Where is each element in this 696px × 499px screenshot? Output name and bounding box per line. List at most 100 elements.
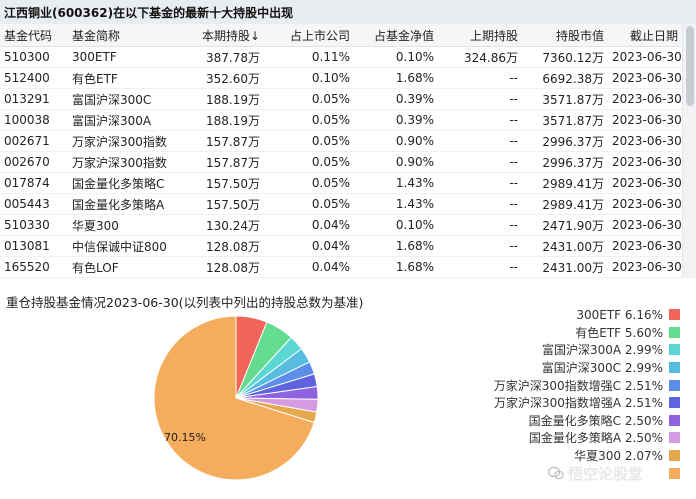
table-cell: 有色LOF <box>68 256 178 278</box>
table-cell: 512400 <box>0 67 68 89</box>
legend-label: 300ETF 6.16% <box>576 307 663 322</box>
table-cell: -- <box>438 256 522 278</box>
table-cell <box>354 277 438 278</box>
table-cell: 0.39% <box>354 109 438 131</box>
table-cell: 0.05% <box>264 130 354 152</box>
header-current-holding[interactable]: 本期持股↓ <box>178 24 264 47</box>
table-row[interactable]: 002670 万家沪深300指数 157.87万 0.05% 0.90% -- 2996.3… <box>0 151 682 173</box>
header-report-date[interactable]: 截止日期 <box>608 24 682 47</box>
table-cell: 0.11% <box>264 46 354 68</box>
table-cell: 0.10% <box>354 46 438 68</box>
table-cell: -- <box>438 130 522 152</box>
table-cell: 100038 <box>0 109 68 131</box>
table-cell <box>178 277 264 278</box>
table-cell: 富国沪深300C <box>68 88 178 110</box>
table-row[interactable]: 017874 国金量化多策略C 157.50万 0.05% 1.43% -- 2989.41… <box>0 172 682 194</box>
table-row[interactable] <box>0 277 682 278</box>
table-cell: -- <box>438 235 522 257</box>
table-cell: 万家沪深300指数 <box>68 130 178 152</box>
legend-item: 国金量化多策略A 2.50% <box>452 429 680 447</box>
table-cell: 188.19万 <box>178 109 264 131</box>
header-market-value[interactable]: 持股市值 <box>522 24 608 47</box>
legend-swatch <box>669 326 680 338</box>
legend-item: 有色ETF 5.60% <box>452 324 680 342</box>
legend-item: 国金量化多策略C 2.50% <box>452 412 680 430</box>
table-cell: 128.08万 <box>178 256 264 278</box>
table-cell: 2996.37万 <box>522 130 608 152</box>
pie-slice <box>153 315 315 481</box>
legend-label: 有色ETF 5.60% <box>575 325 663 340</box>
legend-swatch <box>669 450 680 462</box>
table-cell: 157.87万 <box>178 130 264 152</box>
table-row[interactable]: 510330 华夏300 130.24万 0.04% 0.10% -- 2471.90万 20… <box>0 214 682 236</box>
table-cell: 0.04% <box>264 214 354 236</box>
table-cell: 1.68% <box>354 235 438 257</box>
table-row[interactable]: 005443 国金量化多策略A 157.50万 0.05% 1.43% -- 2989.41… <box>0 193 682 215</box>
legend-swatch <box>669 344 680 356</box>
table-cell: 0.10% <box>354 214 438 236</box>
header-pct-of-company[interactable]: 占上市公司 <box>264 24 354 47</box>
watermark: 悟空论股堂 <box>568 465 644 483</box>
table-cell: -- <box>438 109 522 131</box>
table-cell: 005443 <box>0 193 68 215</box>
table-cell: 157.50万 <box>178 172 264 194</box>
table-cell: 6692.38万 <box>522 67 608 89</box>
table-cell: 2023-06-30 <box>608 67 682 89</box>
pie-slice-label: 70.15% <box>164 431 206 444</box>
table-scrollbar[interactable] <box>682 24 696 278</box>
table-row[interactable]: 013081 中信保诚中证800 128.08万 0.04% 1.68% -- 2431.0… <box>0 235 682 257</box>
table-cell: 2023-06-30 <box>608 109 682 131</box>
table-cell: 165520 <box>0 256 68 278</box>
table-cell: 2996.37万 <box>522 151 608 173</box>
table-row[interactable]: 002671 万家沪深300指数 157.87万 0.05% 0.90% -- 2996.3… <box>0 130 682 152</box>
table-cell: 中信保诚中证800 <box>68 235 178 257</box>
table-cell: 3571.87万 <box>522 88 608 110</box>
table-cell: 0.05% <box>264 193 354 215</box>
scrollbar-thumb[interactable] <box>686 26 694 106</box>
table-cell <box>264 277 354 278</box>
table-cell: -- <box>438 172 522 194</box>
table-cell <box>438 277 522 278</box>
table-row[interactable]: 165520 有色LOF 128.08万 0.04% 1.68% -- 2431.00万 20… <box>0 256 682 278</box>
table-cell: -- <box>438 214 522 236</box>
table-row[interactable]: 510300 300ETF 387.78万 0.11% 0.10% 324.86万 7360… <box>0 46 682 68</box>
table-cell: 324.86万 <box>438 46 522 68</box>
legend-item: 300ETF 6.16% <box>452 306 680 324</box>
legend-label: 富国沪深300A 2.99% <box>541 343 663 358</box>
table-row[interactable]: 100038 富国沪深300A 188.19万 0.05% 0.39% -- 3571.87… <box>0 109 682 131</box>
table-cell: 002670 <box>0 151 68 173</box>
holdings-pie-chart: 70.15% <box>153 315 319 481</box>
table-cell: 510300 <box>0 46 68 68</box>
table-header-row: 基金代码 基金简称 本期持股↓ 占上市公司 占基金净值 上期持股 持股市值 截止… <box>0 24 682 47</box>
header-previous-holding[interactable]: 上期持股 <box>438 24 522 47</box>
table-cell: 2023-06-30 <box>608 214 682 236</box>
table-cell: 300ETF <box>68 46 178 68</box>
table-cell: 188.19万 <box>178 88 264 110</box>
chart-title: 重仓持股基金情况2023-06-30(以列表中列出的持股总数为基准) <box>6 295 364 310</box>
header-pct-of-fund-nav[interactable]: 占基金净值 <box>354 24 438 47</box>
header-fund-code[interactable]: 基金代码 <box>0 24 68 47</box>
legend-item: 万家沪深300指数增强C 2.51% <box>452 376 680 394</box>
legend-item: 富国沪深300C 2.99% <box>452 359 680 377</box>
table-cell: 0.05% <box>264 151 354 173</box>
table-cell: 2431.00万 <box>522 256 608 278</box>
table-cell: 2989.41万 <box>522 193 608 215</box>
table-cell: 2023-06-30 <box>608 193 682 215</box>
table-cell: 0.10% <box>264 67 354 89</box>
legend-swatch <box>669 432 680 444</box>
table-row[interactable]: 013291 富国沪深300C 188.19万 0.05% 0.39% -- 3571.87… <box>0 88 682 110</box>
header-fund-name[interactable]: 基金简称 <box>68 24 178 47</box>
table-cell: 0.04% <box>264 256 354 278</box>
table-cell: 1.43% <box>354 172 438 194</box>
table-cell: 013081 <box>0 235 68 257</box>
table-cell: 7360.12万 <box>522 46 608 68</box>
legend-label: 国金量化多策略C 2.50% <box>528 413 663 428</box>
wechat-icon <box>548 466 564 480</box>
legend-label: 富国沪深300C 2.99% <box>541 361 663 376</box>
legend-item: 万家沪深300指数增强A 2.51% <box>452 394 680 412</box>
table-cell: 0.05% <box>264 109 354 131</box>
table-cell: 002671 <box>0 130 68 152</box>
table-row[interactable]: 512400 有色ETF 352.60万 0.10% 1.68% -- 6692.38万 20… <box>0 67 682 89</box>
table-cell: 2471.90万 <box>522 214 608 236</box>
table-cell: 富国沪深300A <box>68 109 178 131</box>
